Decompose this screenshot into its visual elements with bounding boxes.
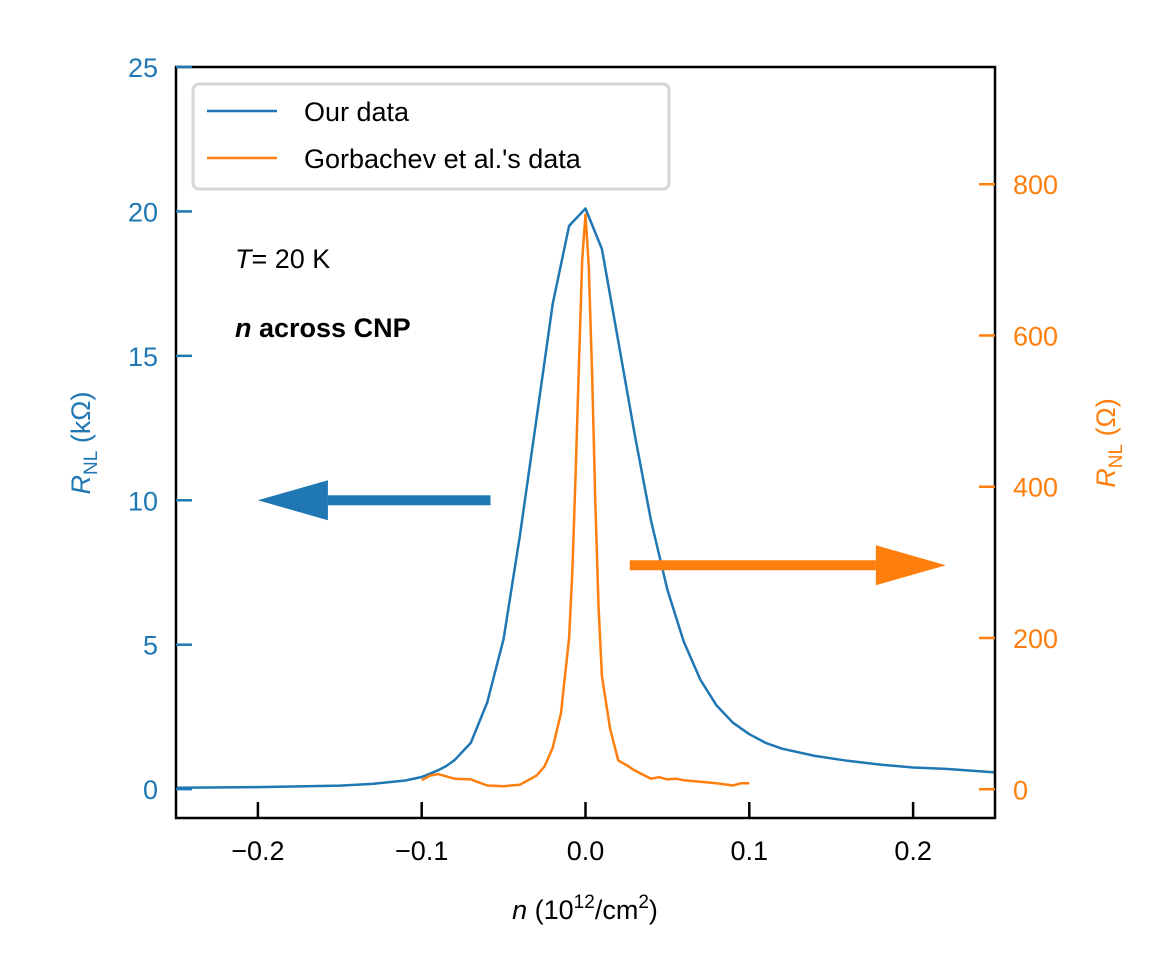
series-line-our-data [176,207,995,789]
left-tick-label: 15 [128,342,158,372]
plot-background [176,67,995,818]
right-arrow-head [875,545,946,586]
x-tick-label: −0.2 [231,836,284,866]
x-tick-label: 0.1 [731,836,769,866]
right-tick-label: 600 [1013,321,1058,351]
right-axis-title: RNL (Ω) [1091,398,1127,487]
legend-label-our-data: Our data [304,97,410,127]
left-axis-title: RNL (kΩ) [66,392,102,495]
left-tick-label: 10 [128,486,158,516]
legend-label-gorbachev: Gorbachev et al.'s data [304,144,582,174]
left-tick-label: 20 [128,197,158,227]
series-line-gorbachev [421,213,750,788]
left-tick-label: 0 [143,775,158,805]
left-arrow-shaft [327,495,491,506]
left-arrow-head [257,480,328,521]
x-tick-label: −0.1 [395,836,448,866]
x-tick-label: 0.2 [894,836,932,866]
annotation-temperature: T= 20 K [235,244,330,274]
annotation-density: n across CNP [235,313,411,343]
legend-box [191,82,671,191]
right-tick-label: 800 [1013,170,1058,200]
x-axis-title: n (1012/cm2) [512,892,658,925]
right-tick-label: 400 [1013,473,1058,503]
right-tick-label: 200 [1013,624,1058,654]
x-tick-label: 0.0 [567,836,605,866]
legend: Our data Gorbachev et al.'s data [191,82,671,191]
left-tick-label: 25 [128,53,158,83]
right-arrow-shaft [629,560,876,571]
right-tick-label: 0 [1013,775,1028,805]
left-tick-label: 5 [143,631,158,661]
